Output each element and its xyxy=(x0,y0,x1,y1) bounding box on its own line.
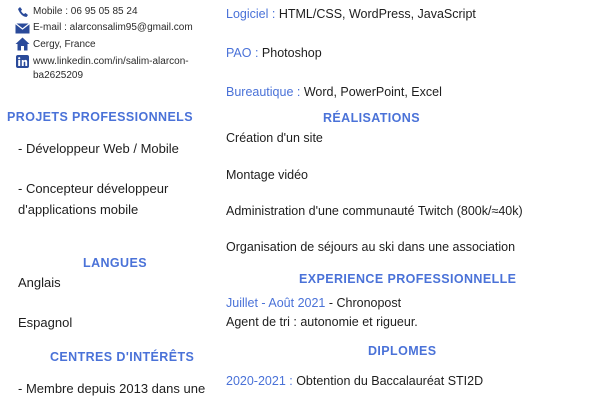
langue-anglais: Anglais xyxy=(18,275,61,290)
contact-linkedin-line1[interactable]: www.linkedin.com/in/salim-alarcon- xyxy=(33,56,189,67)
interet-item-1: - Membre depuis 2013 dans une xyxy=(18,381,206,396)
experience-heading: EXPERIENCE PROFESSIONNELLE xyxy=(299,272,517,286)
interets-heading: CENTRES D'INTÉRÊTS xyxy=(50,350,195,364)
diplomes-heading: DIPLOMES xyxy=(368,344,437,358)
logiciel-line: Logiciel : HTML/CSS, WordPress, JavaScri… xyxy=(226,7,476,21)
langue-espagnol: Espagnol xyxy=(18,315,73,330)
linkedin-icon xyxy=(16,55,29,68)
contact-mobile: Mobile : 06 95 05 85 24 xyxy=(33,6,138,17)
projets-item-2-line1: - Concepteur développeur xyxy=(18,181,169,196)
email-icon xyxy=(15,23,30,34)
diplome-date: 2020-2021 : xyxy=(226,374,293,388)
experience-desc: Agent de tri : autonomie et rigueur. xyxy=(226,315,418,329)
pao-label: PAO : xyxy=(226,46,259,60)
experience-date: Juillet - Août 2021 xyxy=(226,296,326,310)
logiciel-value: HTML/CSS, WordPress, JavaScript xyxy=(278,7,476,21)
projets-heading: PROJETS PROFESSIONNELS xyxy=(7,110,193,124)
home-icon xyxy=(15,37,30,51)
phone-icon xyxy=(18,7,28,17)
experience-company: - Chronopost xyxy=(325,296,402,310)
pao-line: PAO : Photoshop xyxy=(226,46,322,60)
bureautique-line: Bureautique : Word, PowerPoint, Excel xyxy=(226,85,442,99)
realisations-heading: RÉALISATIONS xyxy=(323,111,420,125)
diplome-line: 2020-2021 : Obtention du Baccalauréat ST… xyxy=(226,374,483,388)
projets-item-1: - Développeur Web / Mobile xyxy=(18,141,179,156)
contact-linkedin-line2[interactable]: ba2625209 xyxy=(33,70,84,81)
realisation-item-4: Organisation de séjours au ski dans une … xyxy=(226,240,516,254)
diplome-value: Obtention du Baccalauréat STI2D xyxy=(292,374,484,388)
contact-location: Cergy, France xyxy=(33,39,96,50)
bureautique-value: Word, PowerPoint, Excel xyxy=(303,85,442,99)
pao-value: Photoshop xyxy=(261,46,322,60)
projets-item-2-line2: d'applications mobile xyxy=(18,202,139,217)
realisation-item-2: Montage vidéo xyxy=(226,168,309,182)
langues-heading: LANGUES xyxy=(83,256,147,270)
realisation-item-3: Administration d'une communauté Twitch (… xyxy=(226,204,523,218)
contact-email[interactable]: E-mail : alarconsalim95@gmail.com xyxy=(33,22,193,33)
bureautique-label: Bureautique : xyxy=(226,85,301,99)
realisation-item-1: Création d'un site xyxy=(226,131,323,145)
experience-line: Juillet - Août 2021 - Chronopost xyxy=(226,296,401,310)
logiciel-label: Logiciel : xyxy=(226,7,276,21)
